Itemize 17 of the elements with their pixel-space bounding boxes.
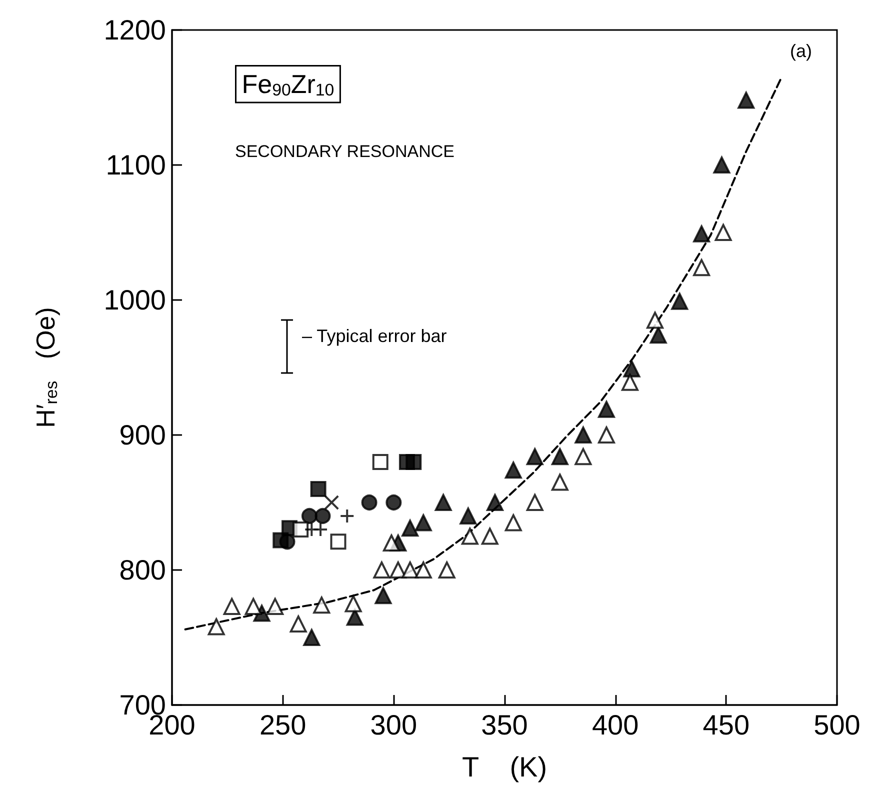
text: H′res (Oe) [30, 307, 61, 428]
annotation: – Typical error bar [302, 326, 447, 346]
y-tick-label: 1100 [106, 150, 166, 180]
x-tick-label: 500 [814, 710, 860, 740]
y-tick-label: 900 [119, 420, 166, 450]
x-tick-label: 350 [481, 710, 528, 740]
y-tick-label: 800 [119, 554, 166, 586]
x-tick-label: 250 [259, 710, 306, 740]
x-tick-label: 300 [370, 710, 418, 740]
x-tick-label: 400 [592, 710, 639, 740]
x-tick-label: 450 [702, 710, 750, 740]
annotation: (a) [790, 41, 812, 61]
y-tick-label: 1200 [104, 14, 166, 46]
x-axis-title: T (K) [462, 752, 548, 782]
annotation: SECONDARY RESONANCE [235, 142, 454, 161]
annotation: Fe90Zr10 [242, 69, 334, 100]
y-tick-label: 1000 [104, 284, 166, 316]
